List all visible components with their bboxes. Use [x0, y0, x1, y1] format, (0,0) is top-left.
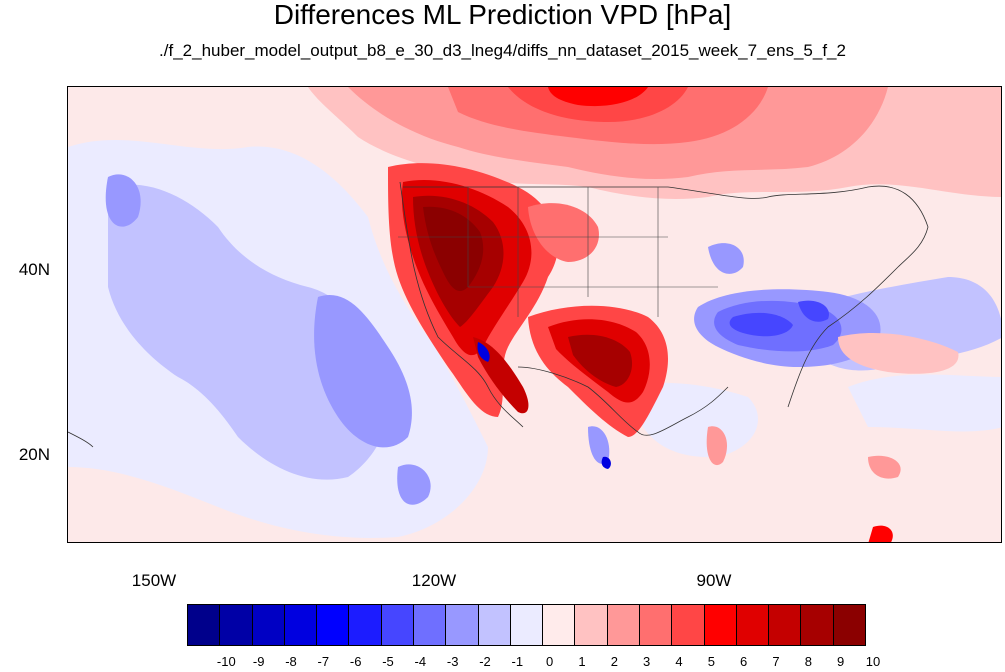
colorbar-swatch	[833, 605, 865, 645]
colorbar-tick-label: -5	[382, 654, 394, 669]
lon-label-150w: 150W	[131, 571, 177, 590]
colorbar-tick-label: -3	[446, 654, 459, 669]
colorbar-tick-label: 5	[707, 654, 715, 669]
colorbar-swatch	[672, 605, 705, 645]
colorbar-swatch	[510, 605, 544, 645]
page-subtitle: ./f_2_huber_model_output_b8_e_30_d3_lneg…	[159, 41, 846, 60]
colorbar-swatch	[317, 605, 350, 645]
colorbar-tick-label: 3	[643, 654, 651, 669]
colorbar-swatch	[381, 605, 414, 645]
colorbar-tick-label: -2	[479, 654, 491, 669]
colorbar-tick-label: -4	[414, 654, 427, 669]
colorbar-swatch	[543, 605, 576, 645]
colorbar-tick-label: -7	[317, 654, 330, 669]
colorbar-swatch	[446, 605, 479, 645]
colorbar-tick-label: -9	[252, 654, 265, 669]
colorbar-tick-label: -10	[216, 654, 236, 669]
map-plot	[67, 86, 1002, 543]
colorbar-swatch	[188, 605, 221, 645]
colorbar-swatch	[284, 605, 318, 645]
lon-label-90w: 90W	[696, 571, 732, 590]
page-title: Differences ML Prediction VPD [hPa]	[273, 0, 732, 30]
colorbar-tick-label: 1	[578, 654, 586, 669]
colorbar-swatch	[478, 605, 511, 645]
colorbar-swatch	[349, 605, 382, 645]
colorbar-tick-label: 2	[610, 654, 618, 669]
colorbar-swatch	[220, 605, 253, 645]
colorbar-tick-label: 8	[804, 654, 812, 669]
colorbar-tick-label: 7	[772, 654, 780, 669]
colorbar-tick-label: 10	[865, 654, 881, 669]
colorbar-tick-label: 0	[546, 654, 554, 669]
colorbar-tick-label: 9	[837, 654, 845, 669]
colorbar-swatch	[801, 605, 834, 645]
vpd-difference-map	[68, 87, 1001, 542]
colorbar-tick-label: 4	[675, 654, 683, 669]
colorbar-swatch	[704, 605, 737, 645]
colorbar-swatch	[769, 605, 802, 645]
colorbar	[187, 604, 866, 646]
colorbar-swatch	[575, 605, 608, 645]
colorbar-tick-label: -8	[285, 654, 297, 669]
lat-label-20n: 20N	[18, 445, 50, 464]
colorbar-swatch	[252, 605, 285, 645]
colorbar-tick-label: -6	[349, 654, 362, 669]
colorbar-tick-label: 6	[740, 654, 748, 669]
colorbar-tick-label: -1	[511, 654, 524, 669]
lon-label-120w: 120W	[411, 571, 457, 590]
colorbar-swatch	[736, 605, 770, 645]
colorbar-swatch	[413, 605, 447, 645]
lat-label-40n: 40N	[18, 260, 50, 279]
colorbar-swatch	[639, 605, 673, 645]
colorbar-swatch	[607, 605, 640, 645]
